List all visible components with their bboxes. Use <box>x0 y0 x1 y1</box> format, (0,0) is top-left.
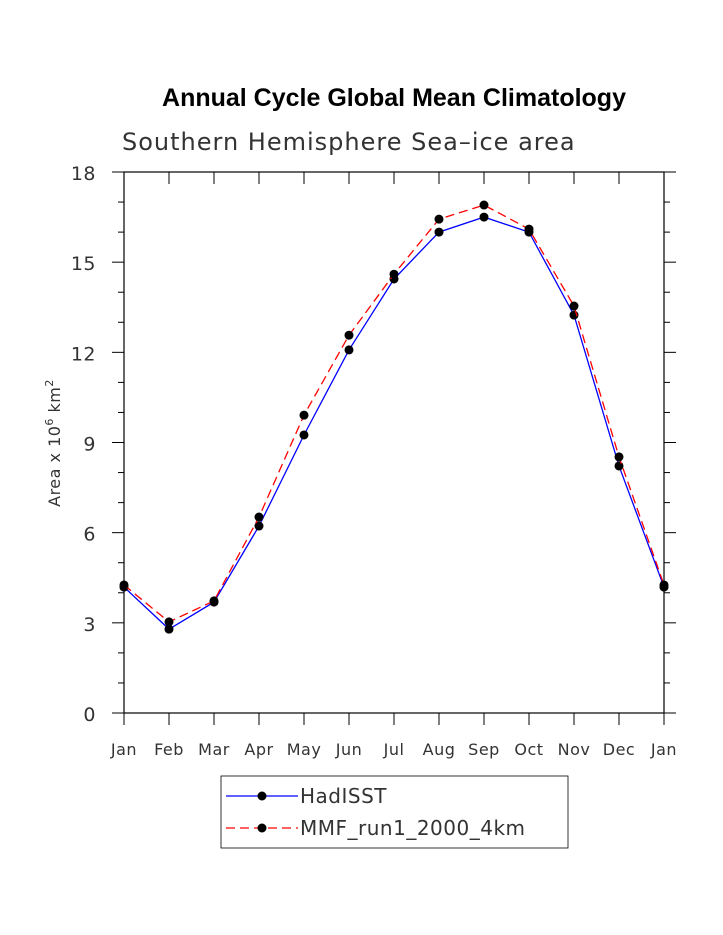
y-tick-label: 15 <box>71 253 96 275</box>
x-tick-label: Jul <box>383 740 405 759</box>
data-point <box>344 345 354 355</box>
data-point <box>524 224 534 234</box>
data-point <box>209 596 219 606</box>
legend-label: HadISST <box>300 784 387 808</box>
y-tick-label: 12 <box>71 343 96 365</box>
legend: HadISST MMF_run1_2000_4km <box>226 784 526 840</box>
x-tick-label: Jan <box>650 740 677 759</box>
data-point <box>299 410 309 420</box>
data-point <box>569 301 579 311</box>
data-point <box>254 521 264 531</box>
data-point <box>164 617 174 627</box>
data-point <box>434 214 444 224</box>
x-tick-label: Oct <box>514 740 543 759</box>
x-tick-label: Dec <box>603 740 635 759</box>
x-tick-label: Apr <box>244 740 273 759</box>
data-point <box>659 580 669 590</box>
y-tick-label: 0 <box>83 704 96 726</box>
data-point <box>479 212 489 222</box>
data-point <box>344 330 354 340</box>
series-line-MMF_run1_2000_4km <box>123 204 665 623</box>
x-tick-label: Mar <box>198 740 230 759</box>
x-tick-label: Jan <box>110 740 137 759</box>
legend-label: MMF_run1_2000_4km <box>300 816 526 840</box>
x-tick-label: Feb <box>154 740 184 759</box>
data-point <box>614 461 624 471</box>
x-tick-label: Aug <box>423 740 456 759</box>
data-point <box>434 227 444 237</box>
legend-marker <box>257 791 267 801</box>
legend-marker <box>257 823 267 833</box>
plot-frame <box>123 171 665 714</box>
x-tick-label: May <box>287 740 322 759</box>
legend-box <box>220 775 569 849</box>
data-point <box>389 269 399 279</box>
data-point <box>119 580 129 590</box>
data-point <box>479 200 489 210</box>
data-point <box>164 624 174 634</box>
x-tick-label: Sep <box>468 740 500 759</box>
data-point <box>299 430 309 440</box>
data-point <box>254 512 264 522</box>
x-tick-label: Nov <box>558 740 591 759</box>
y-axis-label: Area x 106 km2 <box>43 379 64 507</box>
chart-subtitle: Southern Hemisphere Sea–ice area <box>122 128 576 156</box>
x-tick-label: Jun <box>335 740 363 759</box>
chart-title: Annual Cycle Global Mean Climatology <box>162 84 626 112</box>
y-tick-label: 18 <box>71 163 96 185</box>
y-tick-label: 3 <box>83 614 96 636</box>
data-point <box>614 452 624 462</box>
y-tick-label: 6 <box>83 524 96 546</box>
y-tick-label: 9 <box>83 434 96 456</box>
